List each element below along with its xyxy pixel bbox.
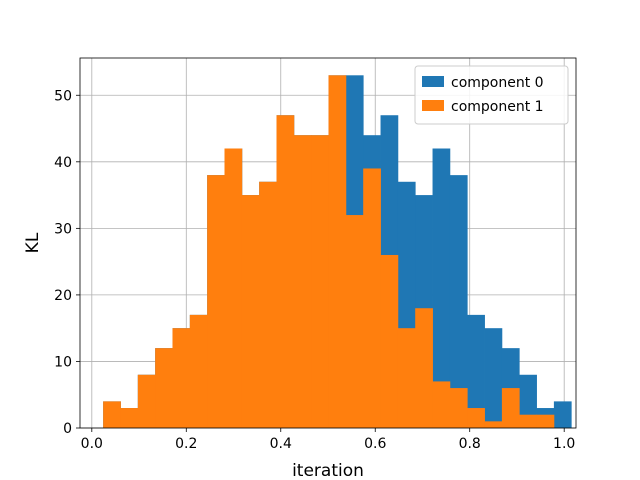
bar-series-1-bin-11 (293, 135, 312, 428)
bar-series-1-bin-25 (536, 414, 555, 428)
bar-series-1-bin-15 (363, 168, 381, 428)
bar-series-1-bin-21 (467, 408, 485, 428)
plot-frame (79, 57, 577, 429)
legend-box (414, 65, 569, 125)
x-tick-label: 0.6 (364, 436, 386, 452)
bar-series-1-bin-24 (519, 414, 537, 428)
bar-series-1-bin-2 (137, 374, 156, 428)
x-tick-label: 0.0 (81, 436, 103, 452)
bar-series-1-bin-22 (484, 421, 503, 428)
x-tick-label: 0.2 (175, 436, 197, 452)
legend-swatch-1 (422, 100, 444, 111)
x-tick-label: 0.4 (270, 436, 292, 452)
bars (103, 75, 572, 428)
bar-series-1-bin-7 (224, 148, 243, 428)
x-tick-label: 0.8 (459, 436, 481, 452)
bar-series-1-bin-8 (241, 195, 260, 428)
bar-series-1-bin-12 (311, 135, 329, 428)
bar-series-0-bin-19 (432, 148, 451, 428)
legend-label-1: component 1 (451, 99, 544, 115)
bar-series-1-bin-19 (432, 381, 451, 428)
bar-series-1-bin-10 (276, 115, 295, 428)
bar-series-1-bin-16 (380, 254, 399, 428)
bar-series-0-bin-22 (484, 328, 503, 428)
bar-series-1-bin-5 (189, 314, 208, 428)
bar-series-1-bin-14 (345, 215, 364, 428)
bar-series-1-bin-20 (449, 388, 468, 428)
bar-series-1-bin-9 (259, 181, 277, 428)
legend: component 0 component 1 (414, 65, 569, 125)
bar-series-0-bin-26 (553, 401, 572, 428)
axis-ticks: 0.0 0.2 0.4 0.6 0.8 1.0 0 10 20 30 40 50 (54, 88, 575, 452)
bar-series-1-bin-13 (328, 75, 347, 428)
y-tick-label: 30 (54, 221, 72, 237)
bar-series-1-bin-0 (103, 401, 121, 428)
bar-series-1-bin-4 (172, 328, 191, 428)
y-tick-label: 10 (54, 354, 72, 370)
bar-series-1-bin-3 (155, 348, 173, 428)
y-tick-label: 40 (54, 155, 72, 171)
bar-series-1-bin-6 (207, 175, 225, 428)
bar-series-1-bin-23 (501, 388, 520, 428)
x-tick-label: 1.0 (553, 436, 575, 452)
bar-series-1-bin-18 (415, 308, 433, 428)
bar-series-1-bin-17 (397, 328, 416, 428)
y-axis-label: KL (23, 232, 43, 253)
y-tick-label: 50 (54, 88, 72, 104)
x-axis-label: iteration (292, 461, 364, 480)
bar-series-0-bin-21 (467, 314, 485, 428)
legend-swatch-0 (422, 76, 444, 87)
legend-label-0: component 0 (451, 75, 544, 91)
bar-series-1-bin-1 (120, 408, 139, 428)
y-tick-label: 20 (54, 288, 72, 304)
y-tick-label: 0 (63, 421, 72, 437)
bar-series-0-bin-20 (449, 175, 468, 428)
